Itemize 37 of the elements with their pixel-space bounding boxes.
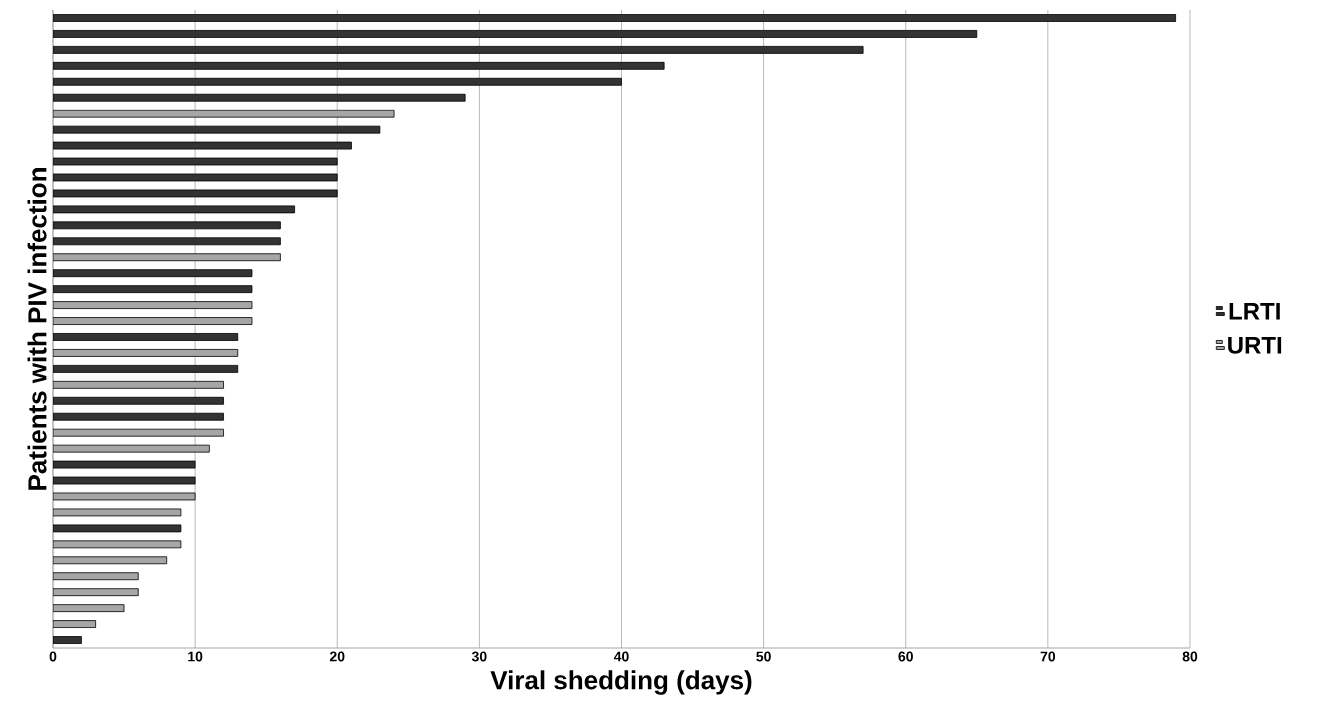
bar bbox=[53, 333, 239, 341]
x-tick-label: 0 bbox=[49, 651, 57, 662]
bar bbox=[53, 30, 978, 38]
x-tick-label: 20 bbox=[329, 651, 345, 662]
bar bbox=[53, 141, 352, 150]
bar bbox=[53, 476, 196, 485]
x-tick-label: 50 bbox=[756, 651, 771, 662]
bar bbox=[53, 14, 1177, 22]
bar bbox=[53, 125, 381, 134]
x-tick-label: 10 bbox=[188, 651, 203, 662]
bar bbox=[53, 93, 466, 102]
bar bbox=[53, 269, 253, 278]
bar bbox=[53, 205, 296, 214]
bar bbox=[53, 77, 622, 86]
legend-label: URTI bbox=[1228, 337, 1282, 354]
bar bbox=[53, 364, 239, 373]
x-axis-title: Viral shedding (days) bbox=[490, 670, 752, 695]
x-tick-label: 70 bbox=[1040, 651, 1056, 662]
bar bbox=[53, 61, 665, 70]
x-tick-label: 80 bbox=[1182, 651, 1198, 662]
bar bbox=[53, 189, 338, 198]
x-tick-label: 60 bbox=[898, 651, 913, 662]
y-axis-title: Patients with PIV infection bbox=[27, 168, 47, 490]
bar bbox=[53, 460, 196, 469]
bar bbox=[53, 636, 82, 644]
bar bbox=[53, 524, 182, 533]
bar bbox=[53, 157, 338, 166]
bar bbox=[53, 396, 224, 405]
bar bbox=[53, 412, 224, 421]
bar bbox=[53, 221, 281, 230]
legend-label: LRTI bbox=[1229, 302, 1280, 320]
bar bbox=[53, 173, 338, 182]
bar bbox=[53, 237, 281, 246]
x-tick-label: 30 bbox=[471, 651, 487, 662]
bar bbox=[53, 285, 253, 294]
bar bbox=[53, 45, 864, 54]
x-tick-label: 40 bbox=[613, 651, 629, 662]
